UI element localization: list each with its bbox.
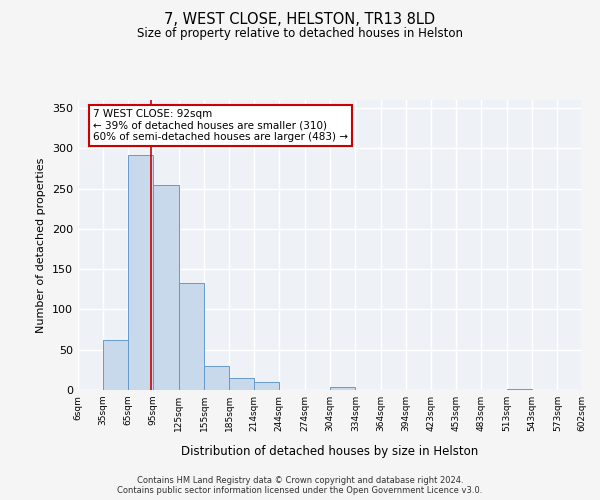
Bar [153, 184, 179, 390]
Text: 7, WEST CLOSE, HELSTON, TR13 8LD: 7, WEST CLOSE, HELSTON, TR13 8LD [164, 12, 436, 28]
Text: 7 WEST CLOSE: 92sqm
← 39% of detached houses are smaller (310)
60% of semi-detac: 7 WEST CLOSE: 92sqm ← 39% of detached ho… [93, 108, 348, 142]
Bar [254, 382, 279, 390]
Bar [507, 389, 532, 390]
Text: Size of property relative to detached houses in Helston: Size of property relative to detached ho… [137, 28, 463, 40]
Bar [103, 340, 128, 390]
Bar [204, 366, 229, 390]
Bar [330, 387, 355, 390]
Text: Contains HM Land Registry data © Crown copyright and database right 2024.
Contai: Contains HM Land Registry data © Crown c… [118, 476, 482, 495]
Bar [179, 283, 204, 390]
Y-axis label: Number of detached properties: Number of detached properties [37, 158, 46, 332]
Text: Distribution of detached houses by size in Helston: Distribution of detached houses by size … [181, 444, 479, 458]
Bar [229, 378, 254, 390]
Bar [128, 155, 153, 390]
